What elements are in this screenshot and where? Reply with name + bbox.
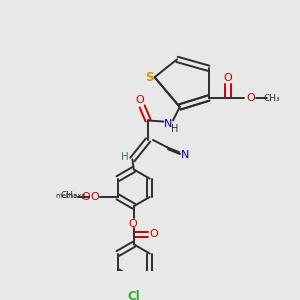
Text: O: O [129,218,138,229]
Text: O: O [149,229,158,239]
Text: O: O [224,73,233,83]
Text: N: N [164,119,172,129]
Text: H: H [172,124,179,134]
Text: O: O [135,95,144,106]
Text: CH₃: CH₃ [61,191,77,200]
Text: N: N [181,150,189,160]
Text: CH₃: CH₃ [263,94,280,103]
Text: O: O [82,192,91,202]
Text: S: S [146,71,154,84]
Text: O: O [246,93,255,103]
Text: H: H [121,152,129,162]
Text: O: O [90,192,99,202]
Text: Cl: Cl [128,290,140,300]
Text: methoxy: methoxy [56,193,86,199]
